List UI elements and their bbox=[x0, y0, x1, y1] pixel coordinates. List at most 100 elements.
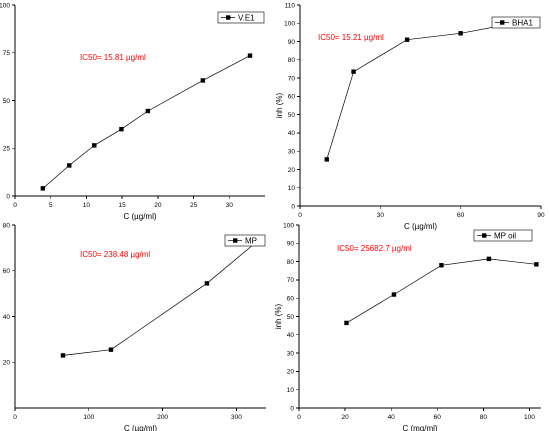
data-point bbox=[324, 157, 329, 162]
x-tick-label: 60 bbox=[457, 212, 465, 219]
y-tick-label: 80 bbox=[288, 57, 296, 64]
legend-marker bbox=[233, 238, 238, 243]
data-point bbox=[145, 108, 151, 114]
ic50-annotation: IC50= 238.48 µg/ml bbox=[80, 250, 150, 259]
y-axis-label: inh (%) bbox=[274, 303, 283, 329]
y-tick-label: 40 bbox=[287, 332, 295, 339]
x-tick-label: 5 bbox=[49, 202, 53, 209]
x-tick-label: 0 bbox=[13, 414, 17, 421]
x-tick-label: 30 bbox=[226, 202, 234, 209]
y-tick-label: 60 bbox=[287, 296, 295, 303]
data-point bbox=[247, 53, 253, 58]
data-point bbox=[40, 186, 46, 191]
y-tick-label: 0 bbox=[6, 193, 10, 200]
data-point bbox=[404, 37, 410, 42]
legend-label: MP bbox=[245, 237, 257, 246]
y-tick-label: 50 bbox=[3, 98, 11, 105]
data-point bbox=[119, 126, 124, 132]
x-axis-label: C (µg/ml) bbox=[404, 222, 437, 231]
y-tick-label: 70 bbox=[287, 277, 295, 284]
x-tick-label: 300 bbox=[231, 414, 242, 421]
x-tick-label: 30 bbox=[377, 212, 385, 219]
legend-box bbox=[224, 234, 266, 247]
x-axis-label: C (mg/ml) bbox=[402, 424, 437, 431]
x-tick-label: 25 bbox=[190, 202, 198, 209]
y-axis-label: inh (%) bbox=[275, 92, 284, 118]
x-tick-label: 0 bbox=[13, 202, 17, 209]
x-tick-label: 200 bbox=[157, 414, 168, 421]
data-point bbox=[534, 262, 539, 267]
series-line bbox=[346, 258, 537, 324]
y-tick-label: 90 bbox=[287, 241, 295, 248]
y-tick-label: 20 bbox=[3, 360, 11, 367]
data-point bbox=[351, 69, 356, 74]
y-tick-label: 50 bbox=[287, 314, 295, 321]
y-tick-label: 100 bbox=[283, 222, 294, 229]
legend: V.E1 bbox=[217, 11, 265, 24]
y-tick-label: 50 bbox=[288, 112, 296, 119]
x-axis-label: C (µg/ml) bbox=[124, 424, 157, 431]
y-tick-label: 20 bbox=[288, 167, 296, 174]
y-tick-label: 100 bbox=[284, 21, 295, 28]
legend: BHA1 bbox=[491, 16, 541, 29]
series-line bbox=[326, 22, 515, 160]
ic50-annotation: IC50= 15.81 µg/ml bbox=[80, 53, 146, 62]
x-tick-label: 60 bbox=[434, 414, 442, 421]
y-tick-label: 10 bbox=[287, 387, 295, 394]
y-tick-label: 10 bbox=[288, 185, 296, 192]
y-tick-label: 110 bbox=[285, 2, 296, 9]
y-tick-label: 40 bbox=[3, 314, 11, 321]
x-tick-label: 100 bbox=[524, 414, 535, 421]
legend-label: MP oil bbox=[494, 232, 516, 241]
legend-label: V.E1 bbox=[238, 14, 255, 23]
y-tick-label: 30 bbox=[287, 350, 295, 357]
y-tick-label: 80 bbox=[287, 259, 295, 266]
legend-marker bbox=[482, 233, 487, 238]
data-point bbox=[108, 347, 114, 352]
y-tick-label: 75 bbox=[3, 50, 11, 57]
legend-marker bbox=[226, 15, 231, 20]
data-point bbox=[60, 353, 66, 358]
x-tick-label: 80 bbox=[480, 414, 488, 421]
legend-box bbox=[473, 229, 533, 242]
y-tick-label: 25 bbox=[3, 146, 11, 153]
y-tick-label: 0 bbox=[291, 203, 295, 210]
legend-marker bbox=[500, 20, 505, 25]
y-tick-label: 90 bbox=[288, 39, 296, 46]
y-tick-label: 30 bbox=[288, 148, 296, 155]
series-line bbox=[42, 55, 251, 189]
x-tick-label: 20 bbox=[341, 414, 349, 421]
ic50-annotation: IC50= 25682.7 µg/ml bbox=[337, 244, 412, 253]
y-tick-label: 40 bbox=[288, 130, 296, 137]
y-tick-label: 60 bbox=[288, 94, 296, 101]
series-line bbox=[62, 243, 256, 356]
y-tick-label: 0 bbox=[290, 405, 294, 412]
legend: MP bbox=[224, 234, 266, 247]
x-axis-label: C (µg/ml) bbox=[123, 212, 156, 221]
y-tick-label: 80 bbox=[3, 222, 11, 229]
y-tick-label: 70 bbox=[288, 75, 296, 82]
legend-box bbox=[491, 16, 541, 29]
legend: MP oil bbox=[473, 229, 533, 242]
data-point bbox=[67, 163, 72, 168]
y-tick-label: 20 bbox=[287, 369, 295, 376]
x-tick-label: 40 bbox=[388, 414, 396, 421]
x-tick-label: 15 bbox=[119, 202, 127, 209]
data-point bbox=[486, 256, 492, 262]
data-point bbox=[92, 143, 97, 148]
data-point bbox=[204, 281, 210, 286]
data-point bbox=[391, 292, 397, 297]
x-tick-label: 100 bbox=[83, 414, 94, 421]
data-point bbox=[344, 320, 349, 326]
data-point bbox=[200, 78, 206, 83]
y-tick-label: 60 bbox=[3, 268, 11, 275]
x-tick-label: 20 bbox=[154, 202, 162, 209]
y-tick-label: 100 bbox=[0, 2, 10, 9]
ic50-annotation: IC50= 15.21 µg/ml bbox=[318, 33, 384, 42]
x-tick-label: 10 bbox=[83, 202, 91, 209]
x-tick-label: 0 bbox=[298, 212, 302, 219]
legend-box bbox=[217, 11, 265, 24]
